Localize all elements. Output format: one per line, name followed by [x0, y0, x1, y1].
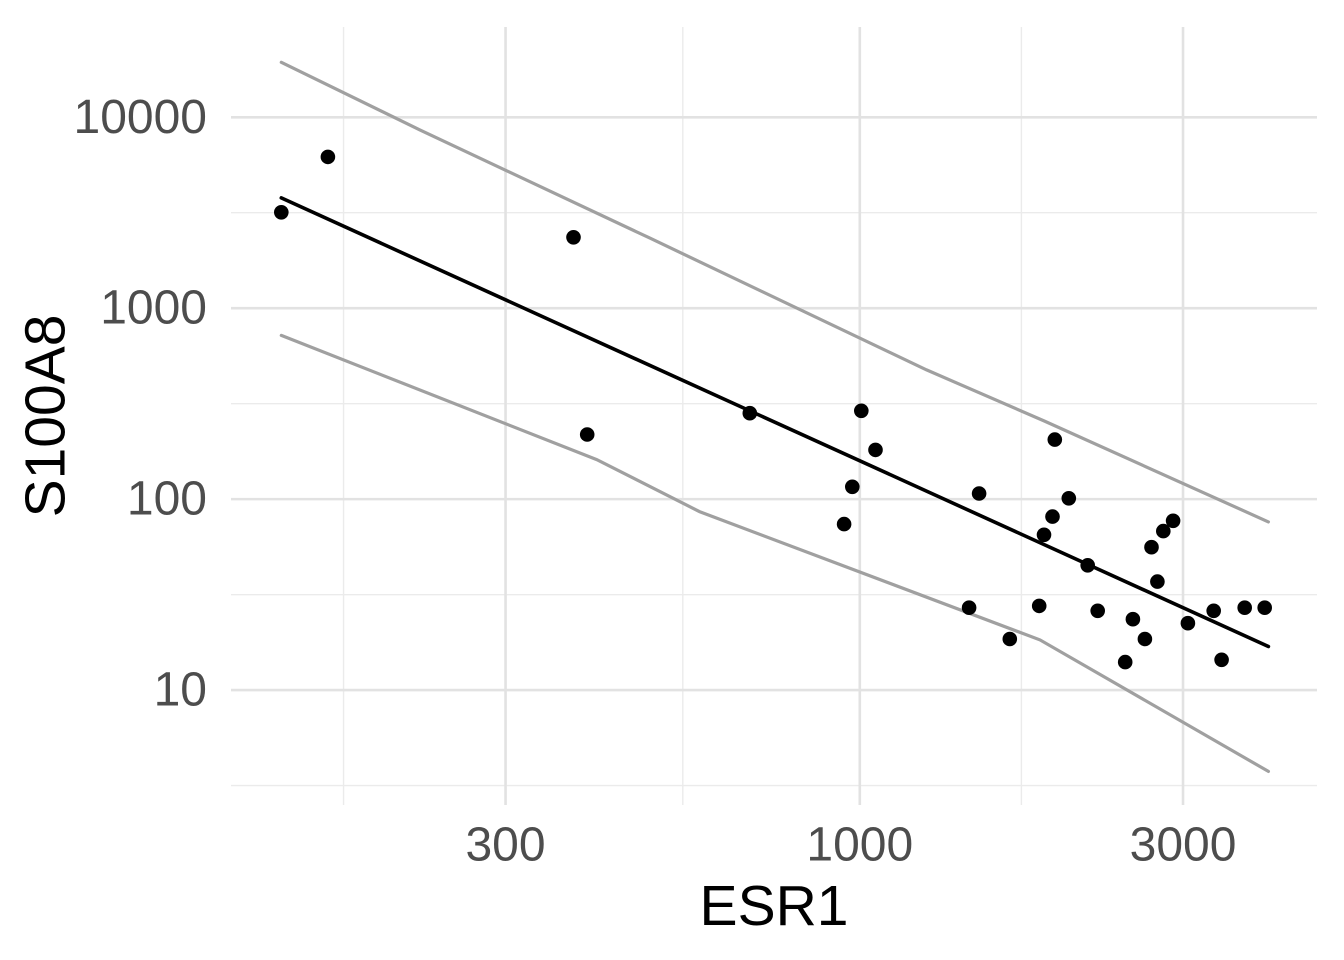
y-tick-label: 1000 — [100, 282, 207, 335]
data-point — [1036, 527, 1052, 543]
data-point — [868, 442, 883, 458]
data-point — [1080, 558, 1095, 573]
data-point — [845, 479, 860, 495]
interval-band-lower-line — [279, 333, 1271, 774]
y-axis-title: S100A8 — [13, 314, 78, 518]
y-tick-label: 10 — [154, 664, 207, 717]
data-point — [836, 516, 852, 532]
data-point — [579, 427, 595, 442]
data-point — [742, 405, 758, 421]
data-point — [566, 230, 581, 245]
data-point — [274, 205, 289, 220]
data-point — [1165, 513, 1181, 529]
data-point — [1045, 509, 1060, 524]
data-point — [1257, 600, 1272, 615]
data-point — [1031, 598, 1047, 614]
data-point — [1180, 615, 1196, 631]
data-point — [1214, 652, 1229, 668]
data-point — [1156, 523, 1171, 539]
y-tick-label: 100 — [127, 473, 207, 526]
data-point — [1237, 600, 1252, 615]
data-point — [1090, 603, 1105, 619]
data-point — [854, 403, 869, 419]
data-point — [1137, 631, 1153, 647]
data-point — [961, 600, 977, 615]
x-axis-title: ESR1 — [699, 874, 849, 938]
data-point — [320, 149, 336, 165]
data-point — [1061, 491, 1077, 506]
data-point — [1144, 539, 1159, 555]
x-tick-label: 3000 — [1130, 819, 1237, 872]
data-point — [1206, 603, 1221, 619]
y-tick-label: 10000 — [74, 91, 207, 144]
data-point — [1150, 574, 1165, 589]
x-tick-label: 1000 — [806, 819, 913, 872]
interval-band-upper-line — [279, 60, 1271, 524]
data-point — [1125, 611, 1141, 627]
data-point — [1047, 432, 1063, 447]
regression-line — [279, 196, 1271, 649]
data-point — [1002, 631, 1018, 647]
data-point — [1117, 654, 1133, 670]
data-point — [971, 486, 987, 501]
x-tick-label: 300 — [465, 819, 545, 872]
